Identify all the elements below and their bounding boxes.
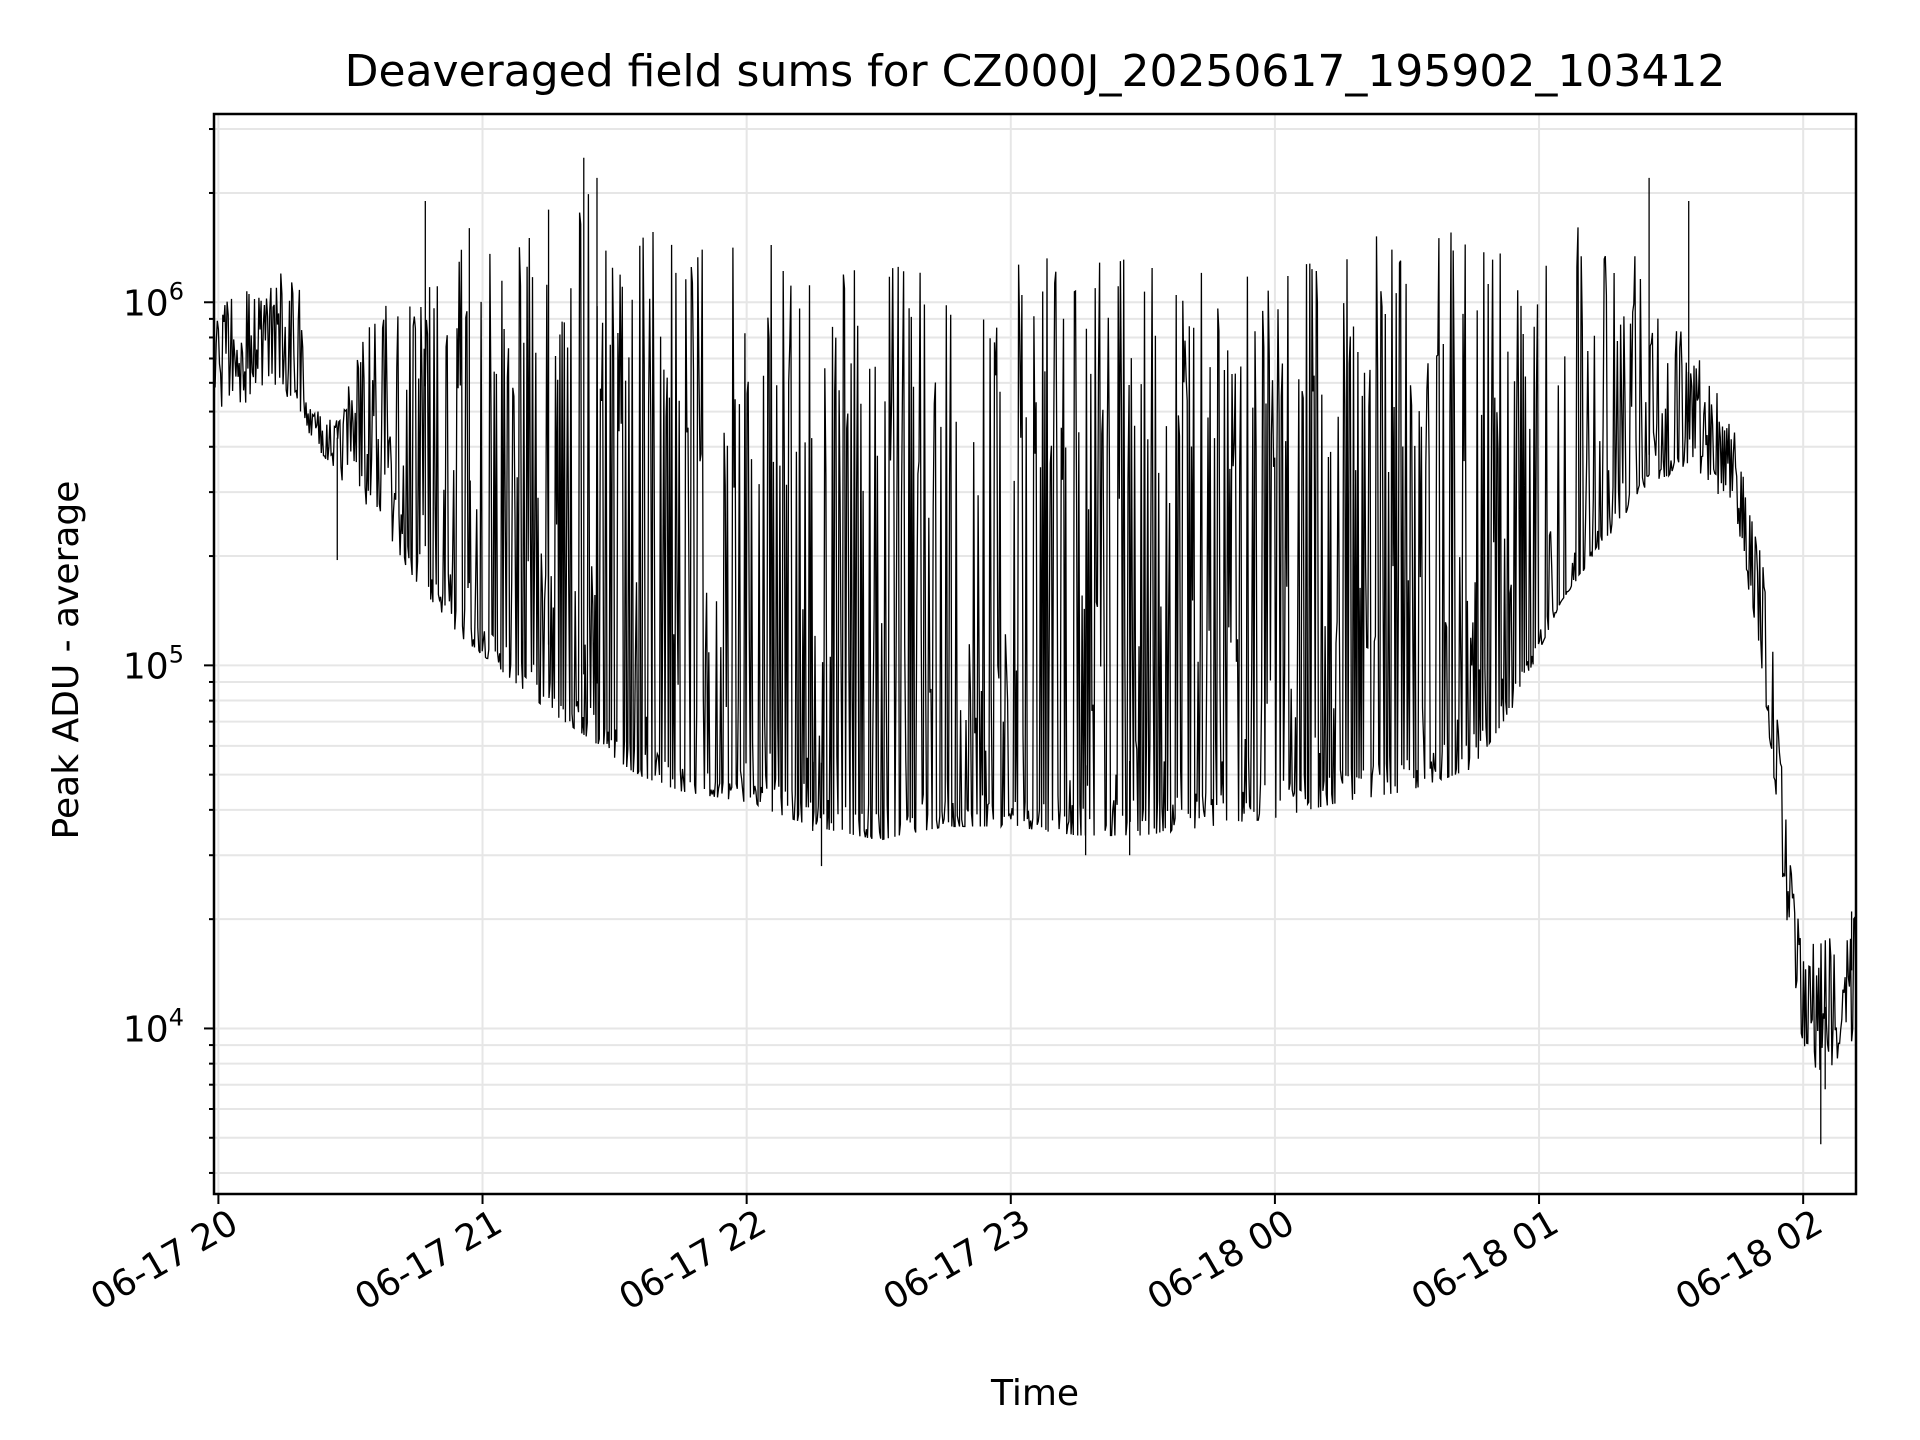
series-line (213, 194, 1857, 1070)
x-tick-label: 06-18 01 (1405, 1202, 1566, 1318)
x-tick-label: 06-18 02 (1669, 1202, 1830, 1318)
series-layer (213, 157, 1857, 1145)
x-axis: 06-17 20 06-17 21 06-17 22 06-17 23 06-18 00… (84, 1194, 1830, 1319)
grid (214, 114, 1856, 1194)
x-tick-label: 06-17 23 (877, 1202, 1038, 1318)
y-tick-label: 104 (123, 1003, 184, 1050)
x-axis-label: Time (990, 1373, 1079, 1414)
plot-frame (212, 112, 1858, 1196)
y-tick-label: 106 (123, 277, 184, 324)
y-axis: 104 105 106 (123, 128, 214, 1174)
y-axis-label: Peak ADU - average (46, 481, 87, 840)
y-tick-label: 105 (123, 640, 184, 687)
x-tick-label: 06-18 00 (1141, 1202, 1302, 1318)
x-tick-label: 06-17 22 (612, 1202, 773, 1318)
x-tick-label: 06-17 21 (348, 1202, 509, 1318)
chart-title: Deaveraged field sums for CZ000J_2025061… (345, 46, 1726, 97)
x-tick-label: 06-17 20 (84, 1202, 245, 1318)
